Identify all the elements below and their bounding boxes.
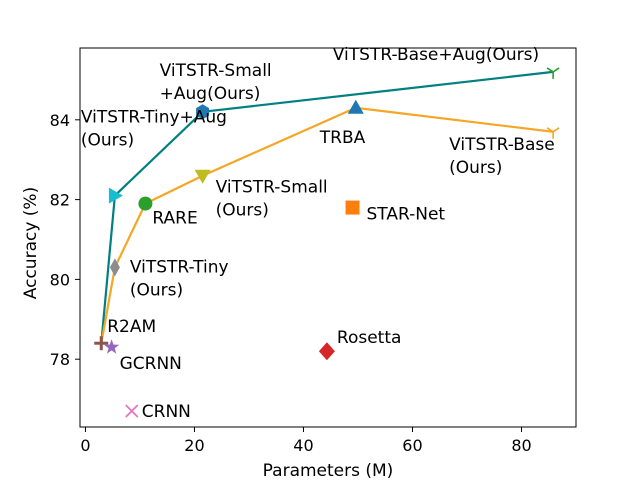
marker-star-net xyxy=(345,200,360,215)
y-tick-label: 80 xyxy=(50,270,70,289)
data-label-vitstr-base-aug-ours: ViTSTR-Base+Aug(Ours) xyxy=(333,45,539,65)
marker-vitstr-small-aug-ours xyxy=(196,104,210,120)
marker-trba xyxy=(347,99,364,114)
y-axis-label: Accuracy (%) xyxy=(21,187,41,299)
y-axis-ticks: 78 80 82 84 xyxy=(50,111,80,369)
marker-vitstr-base-ours xyxy=(546,127,560,139)
data-label-rare: RARE xyxy=(152,209,197,229)
series-lines xyxy=(100,70,554,344)
data-label-vitstr-small-ours: ViTSTR-Small (Ours) xyxy=(216,178,328,221)
data-label-vitstr-tiny-ours: ViTSTR-Tiny (Ours) xyxy=(130,257,229,300)
x-tick-label: 20 xyxy=(184,436,204,455)
marker-vitstr-tiny-aug-ours xyxy=(108,187,123,204)
marker-r2am xyxy=(94,336,109,351)
marker-vitstr-small-ours xyxy=(194,169,211,184)
x-axis-ticks: 0 20 40 60 80 xyxy=(80,427,532,455)
data-label-vitstr-small-aug-ours: ViTSTR-Small +Aug(Ours) xyxy=(160,61,272,104)
data-label-crnn: CRNN xyxy=(142,402,191,422)
x-axis-label: Parameters (M) xyxy=(263,461,394,480)
marker-crnn xyxy=(125,404,139,418)
data-markers xyxy=(94,67,560,418)
marker-vitstr-tiny-ours xyxy=(109,258,120,277)
data-label-gcrnn: GCRNN xyxy=(120,354,182,374)
x-tick-label: 0 xyxy=(80,436,90,455)
series-line-ours xyxy=(100,106,554,344)
marker-vitstr-base-aug-ours xyxy=(546,67,560,79)
y-tick-label: 78 xyxy=(50,350,70,369)
marker-rosetta xyxy=(318,342,335,361)
data-label-vitstr-tiny-aug-ours: ViTSTR-Tiny+Aug (Ours) xyxy=(81,108,227,151)
data-label-star-net: STAR-Net xyxy=(367,205,446,225)
data-label-trba: TRBA xyxy=(319,128,366,148)
y-tick-label: 82 xyxy=(50,191,70,210)
data-label-vitstr-base-ours: ViTSTR-Base (Ours) xyxy=(449,135,555,178)
data-label-r2am: R2AM xyxy=(107,317,156,337)
series-line-ours-aug xyxy=(100,70,554,344)
x-tick-label: 40 xyxy=(293,436,313,455)
y-tick-label: 84 xyxy=(50,111,70,130)
marker-rare xyxy=(138,196,153,211)
marker-gcrnn xyxy=(104,339,120,354)
plot-frame xyxy=(79,47,577,428)
data-label-rosetta: Rosetta xyxy=(337,328,402,348)
x-tick-label: 60 xyxy=(402,436,422,455)
data-labels: ViTSTR-Tiny+Aug (Ours)ViTSTR-Small +Aug(Ou… xyxy=(81,45,555,422)
x-tick-label: 80 xyxy=(511,436,531,455)
